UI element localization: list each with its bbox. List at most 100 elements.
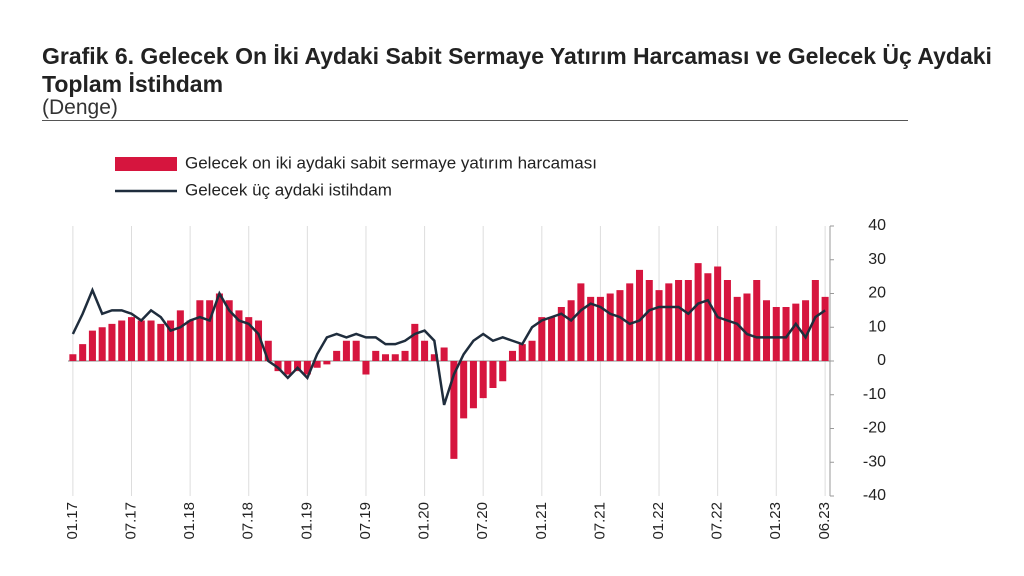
x-tick-label: 07.19 xyxy=(357,502,374,540)
bar xyxy=(391,354,399,361)
bar xyxy=(596,296,604,361)
bar xyxy=(675,280,683,361)
legend-swatch xyxy=(115,157,177,171)
bar xyxy=(303,361,311,375)
bar xyxy=(792,303,800,361)
bar xyxy=(372,350,380,361)
bar xyxy=(206,300,214,361)
y-tick-label: -30 xyxy=(863,453,886,470)
bar xyxy=(460,361,468,419)
bar xyxy=(333,350,341,361)
bar xyxy=(811,280,819,361)
x-tick-label: 07.22 xyxy=(709,502,726,540)
bar xyxy=(557,307,565,361)
y-tick-label: -20 xyxy=(863,420,886,437)
bar xyxy=(225,300,233,361)
line xyxy=(71,286,826,406)
bar xyxy=(508,350,517,361)
x-tick-label: 07.21 xyxy=(591,502,608,540)
bar xyxy=(714,266,722,361)
bar xyxy=(245,317,253,361)
bar xyxy=(401,350,409,361)
x-tick-label: 01.22 xyxy=(650,502,667,540)
x-tick-label: 06.23 xyxy=(816,502,833,540)
bar xyxy=(284,361,292,375)
bar xyxy=(167,320,175,361)
bar xyxy=(137,320,145,361)
bar xyxy=(342,340,350,361)
y-tick-label: -10 xyxy=(863,386,886,403)
bar xyxy=(323,361,331,365)
bar xyxy=(743,293,751,361)
bar xyxy=(186,320,194,361)
bar xyxy=(645,280,653,361)
bar xyxy=(69,354,77,361)
legend-label: Gelecek on iki aydaki sabit sermaye yatı… xyxy=(185,153,597,172)
bar xyxy=(684,280,692,361)
bar xyxy=(254,320,263,361)
bar xyxy=(450,361,458,459)
y-tick-label: 30 xyxy=(868,251,886,268)
x-tick-label: 01.23 xyxy=(767,502,784,540)
bar xyxy=(626,283,634,361)
bar xyxy=(518,344,526,361)
chart-title: Grafik 6. Gelecek On İki Aydaki Sabit Se… xyxy=(42,43,992,97)
bar xyxy=(802,300,810,361)
bar xyxy=(79,344,87,361)
bar xyxy=(264,340,272,361)
bar xyxy=(821,296,829,361)
bar xyxy=(98,327,106,361)
x-tick-label: 01.19 xyxy=(298,502,315,540)
bar xyxy=(753,280,761,361)
bar xyxy=(489,361,497,388)
y-tick-label: 10 xyxy=(868,318,886,335)
bar xyxy=(606,293,614,361)
y-tick-label: 0 xyxy=(877,352,886,369)
bar xyxy=(235,310,243,361)
y-tick-label: 20 xyxy=(868,285,886,302)
y-tick-label: -40 xyxy=(863,487,886,504)
bar xyxy=(88,330,96,361)
bar xyxy=(577,283,585,361)
bar xyxy=(196,300,204,361)
bar xyxy=(118,320,126,361)
x-tick-label: 01.18 xyxy=(181,502,198,540)
bar xyxy=(215,293,223,361)
bar xyxy=(538,317,546,361)
bar xyxy=(411,323,419,361)
bar xyxy=(499,361,507,382)
bar xyxy=(157,323,165,361)
bar xyxy=(587,296,595,361)
bar xyxy=(479,361,487,399)
x-tick-label: 07.17 xyxy=(122,502,139,540)
bar xyxy=(733,296,741,361)
bar xyxy=(176,310,184,361)
bar xyxy=(635,269,644,361)
bar xyxy=(567,300,575,361)
bar xyxy=(694,263,702,361)
bar xyxy=(362,361,370,375)
bar xyxy=(616,290,624,361)
x-tick-label: 07.18 xyxy=(240,502,257,540)
bar xyxy=(762,300,771,361)
bar xyxy=(147,320,155,361)
title-rule xyxy=(42,120,908,121)
x-tick-label: 01.20 xyxy=(416,502,433,540)
y-tick-label: 40 xyxy=(868,217,886,234)
legend-label: Gelecek üç aydaki istihdam xyxy=(185,180,392,199)
bar xyxy=(127,317,136,361)
bar xyxy=(655,290,663,361)
bar xyxy=(665,283,673,361)
bar xyxy=(469,361,477,409)
bar xyxy=(430,354,438,361)
bar xyxy=(772,307,780,361)
bar xyxy=(548,317,556,361)
bar xyxy=(313,361,321,368)
x-tick-label: 07.20 xyxy=(474,502,491,540)
bar xyxy=(108,323,116,361)
bar xyxy=(440,347,448,361)
bar xyxy=(352,340,360,361)
chart-subtitle: (Denge) xyxy=(42,96,118,119)
bar xyxy=(274,361,282,372)
